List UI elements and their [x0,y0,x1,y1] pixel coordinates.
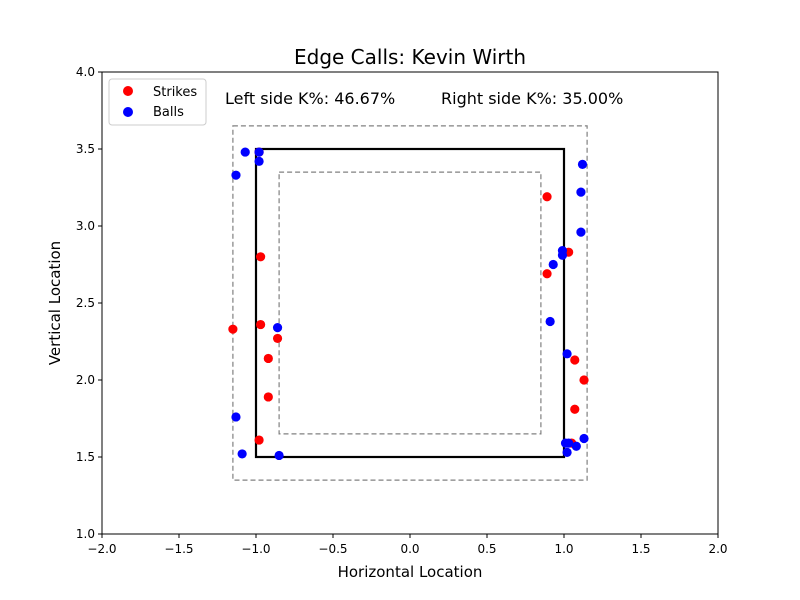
point-strikes-11 [570,355,580,365]
point-balls-6 [237,449,247,459]
legend-label-balls: Balls [153,105,184,120]
strike-zone [254,147,566,459]
point-balls-15 [562,349,572,359]
chart-title: Edge Calls: Kevin Wirth [294,45,526,69]
legend-marker-balls [123,107,133,117]
x-tick-label: 0.0 [400,542,419,556]
right-side-k-annotation: Right side K%: 35.00% [441,89,623,108]
x-tick-label: −0.5 [318,542,347,556]
legend-box [108,78,207,126]
point-balls-9 [576,187,586,197]
point-balls-5 [231,412,241,422]
points-layer [228,147,589,461]
zone-layer [232,125,588,481]
point-strikes-12 [579,375,589,385]
point-balls-20 [562,447,572,457]
point-strikes-8 [542,192,552,202]
y-tick-label: 4.0 [76,65,95,79]
x-tick-label: 1.0 [554,542,573,556]
x-axis-label: Horizontal Location [338,563,483,581]
point-balls-4 [272,323,283,333]
point-balls-8 [577,159,588,169]
x-tick-label: −1.0 [241,542,270,556]
point-strikes-7 [254,435,264,445]
legend-marker-strikes [123,86,133,96]
y-axis-label: Vertical Location [46,241,64,365]
point-strikes-13 [570,404,580,414]
y-tick-label: 1.5 [76,450,95,464]
point-balls-0 [240,147,250,157]
y-tick-label: 2.5 [76,296,95,310]
legend: Strikes Balls [108,78,207,126]
outer-edge-boundary [232,125,588,481]
point-strikes-5 [272,333,283,344]
inner-edge-boundary [278,171,542,435]
point-balls-19 [571,441,581,451]
x-axis-ticks: −2.0 −1.5 −1.0 −0.5 0.0 0.5 1.0 1.5 2.0 [87,534,728,556]
point-balls-14 [545,316,555,327]
point-balls-10 [576,227,586,237]
x-tick-label: 1.5 [631,542,650,556]
point-balls-12 [557,250,568,260]
x-tick-label: −2.0 [87,542,116,556]
point-strikes-2 [228,324,238,334]
point-strikes-4 [263,353,273,364]
y-tick-label: 3.5 [76,142,95,156]
y-tick-label: 2.0 [76,373,95,387]
point-balls-18 [564,438,574,448]
legend-label-strikes: Strikes [153,85,197,100]
x-tick-label: 0.5 [477,542,496,556]
y-tick-label: 1.0 [76,527,95,541]
point-strikes-3 [256,319,266,330]
y-tick-label: 3.0 [76,219,95,233]
point-balls-13 [548,259,558,270]
x-tick-label: −1.5 [164,542,193,556]
point-strikes-1 [256,252,266,262]
point-balls-7 [274,450,284,461]
point-balls-1 [254,147,264,157]
y-axis-ticks: 1.0 1.5 2.0 2.5 3.0 3.5 4.0 [76,65,102,541]
left-side-k-annotation: Left side K%: 46.67% [225,89,395,108]
point-strikes-6 [263,392,273,402]
point-strikes-10 [542,269,552,279]
point-balls-16 [579,433,589,444]
point-balls-3 [231,170,241,180]
point-balls-2 [254,156,264,166]
x-tick-label: 2.0 [708,542,727,556]
